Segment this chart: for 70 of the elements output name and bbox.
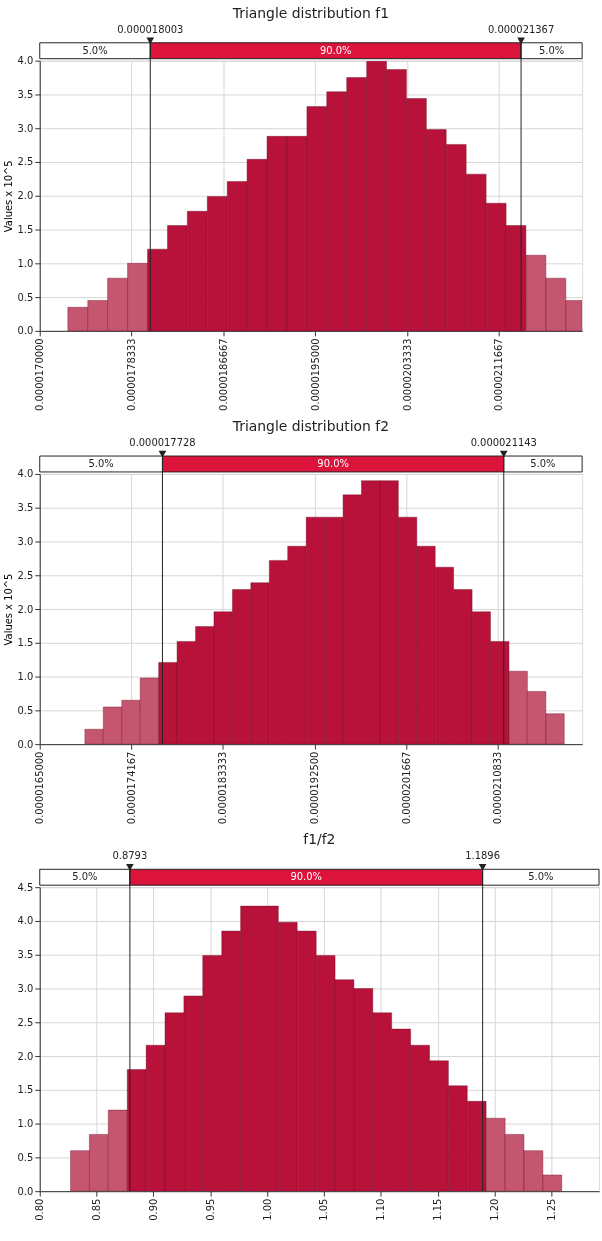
y-tick-label: 4.5 xyxy=(17,881,34,893)
x-tick-label: 0.80 xyxy=(34,1198,46,1221)
y-tick-label: 2.5 xyxy=(17,569,34,581)
x-tick-label: 0.0000170000 xyxy=(34,338,46,411)
text: 5.0% xyxy=(528,871,554,883)
text: 90.0% xyxy=(319,44,352,56)
x-tick-label: 1.25 xyxy=(545,1198,557,1221)
y-tick-label: 3.5 xyxy=(17,88,34,100)
x-tick-label: 0.0000183333 xyxy=(217,751,229,825)
x-tick-label: 0.85 xyxy=(91,1198,103,1221)
x-tick-label: 0.0000174167 xyxy=(125,751,137,825)
y-tick-label: 3.0 xyxy=(17,535,34,547)
text: 5.0% xyxy=(72,871,98,883)
x-tick-label: 0.0000186667 xyxy=(217,338,229,411)
y-tick-label: 2.5 xyxy=(17,156,34,168)
y-tick-label: 0.0 xyxy=(17,325,34,337)
y-tick-label: 1.0 xyxy=(17,257,34,269)
text: 5.0% xyxy=(530,457,556,469)
y-axis-title: Values x 10^5 xyxy=(2,160,14,233)
text: 5.0% xyxy=(82,44,108,56)
text: 5.0% xyxy=(538,44,565,56)
y-tick-label: 0.5 xyxy=(17,704,34,716)
y-tick-label: 4.0 xyxy=(17,55,34,67)
x-tick-label: 0.95 xyxy=(204,1198,216,1221)
text: 90.0% xyxy=(317,457,349,469)
y-tick-label: 2.5 xyxy=(17,1016,34,1028)
x-tick-label: 1.05 xyxy=(318,1198,330,1221)
y-tick-label: 0.5 xyxy=(17,1151,34,1163)
y-axis-title: Values x 10^5 xyxy=(2,573,14,646)
y-tick-label: 0.5 xyxy=(17,291,34,303)
x-tick-label: 0.0000192500 xyxy=(309,751,321,825)
chart-title: f1/f2 xyxy=(303,831,336,848)
x-tick-label: 0.0000195000 xyxy=(309,338,321,411)
ref-line-label: 1.1896 xyxy=(465,850,500,862)
x-tick-label: 1.15 xyxy=(432,1198,444,1221)
x-tick-label: 1.20 xyxy=(488,1198,500,1221)
chart-title: Triangle distribution f1 xyxy=(231,4,390,21)
y-tick-label: 2.0 xyxy=(17,603,34,615)
chart-title: Triangle distribution f2 xyxy=(231,418,390,435)
y-tick-label: 1.5 xyxy=(17,1084,34,1096)
x-tick-label: 1.10 xyxy=(375,1198,387,1221)
y-tick-label: 3.5 xyxy=(17,949,34,961)
ref-line-label: 0.000021367 xyxy=(487,23,555,35)
y-tick-label: 3.0 xyxy=(17,122,34,134)
x-tick-label: 0.90 xyxy=(147,1198,159,1221)
y-tick-label: 1.5 xyxy=(17,637,34,649)
y-tick-label: 3.0 xyxy=(17,982,34,994)
y-tick-label: 4.0 xyxy=(17,915,34,927)
y-tick-label: 1.0 xyxy=(17,671,34,683)
ref-line-label: 0.000018003 xyxy=(117,23,184,35)
ref-line-label: 0.000017728 xyxy=(129,437,196,449)
x-tick-label: 0.0000165000 xyxy=(34,751,46,825)
y-tick-label: 2.0 xyxy=(17,190,34,202)
ref-line-label: 0.8793 xyxy=(112,850,148,862)
x-tick-label: 1.00 xyxy=(261,1198,273,1221)
y-tick-label: 0.0 xyxy=(17,738,34,750)
x-tick-label: 0.0000210833 xyxy=(492,751,504,825)
text: 90.0% xyxy=(290,871,323,883)
y-tick-label: 0.0 xyxy=(17,1185,34,1197)
y-tick-label: 2.0 xyxy=(17,1050,34,1062)
text: 5.0% xyxy=(88,457,114,469)
x-tick-label: 0.0000201667 xyxy=(400,751,412,825)
x-tick-label: 0.0000203333 xyxy=(401,338,413,411)
ref-line-label: 0.000021143 xyxy=(470,437,537,449)
y-tick-label: 4.0 xyxy=(17,468,34,480)
y-tick-label: 3.5 xyxy=(17,502,34,514)
x-tick-label: 0.0000178333 xyxy=(126,338,138,411)
y-tick-label: 1.0 xyxy=(17,1118,34,1130)
x-tick-label: 0.0000211667 xyxy=(493,338,505,411)
y-tick-label: 1.5 xyxy=(17,224,34,236)
